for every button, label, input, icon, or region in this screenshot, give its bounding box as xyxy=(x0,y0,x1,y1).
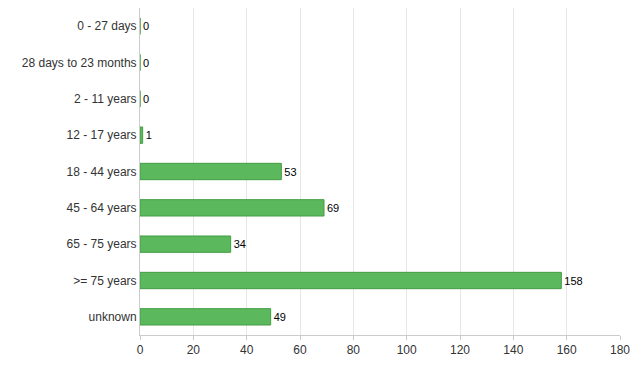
svg-text:0: 0 xyxy=(143,20,149,32)
svg-text:0: 0 xyxy=(143,57,149,69)
svg-text:180: 180 xyxy=(610,343,630,357)
svg-text:40: 40 xyxy=(240,343,254,357)
svg-text:2 - 11 years: 2 - 11 years xyxy=(74,92,136,106)
svg-text:28 days to 23 months: 28 days to 23 months xyxy=(22,56,137,70)
svg-text:unknown: unknown xyxy=(89,310,137,324)
svg-text:34: 34 xyxy=(234,238,246,250)
svg-text:120: 120 xyxy=(450,343,470,357)
svg-text:69: 69 xyxy=(327,202,339,214)
svg-text:12 - 17 years: 12 - 17 years xyxy=(67,128,137,142)
svg-text:18 - 44 years: 18 - 44 years xyxy=(67,165,137,179)
svg-text:0 - 27 days: 0 - 27 days xyxy=(77,19,136,33)
svg-text:>= 75 years: >= 75 years xyxy=(73,274,136,288)
svg-text:0: 0 xyxy=(143,93,149,105)
svg-text:160: 160 xyxy=(557,343,577,357)
svg-text:80: 80 xyxy=(347,343,361,357)
svg-text:65 - 75 years: 65 - 75 years xyxy=(67,237,137,251)
svg-text:1: 1 xyxy=(146,129,152,141)
svg-text:158: 158 xyxy=(564,275,582,287)
svg-text:53: 53 xyxy=(284,166,296,178)
svg-text:140: 140 xyxy=(503,343,523,357)
svg-text:20: 20 xyxy=(187,343,201,357)
svg-text:45 - 64 years: 45 - 64 years xyxy=(67,201,137,215)
svg-text:60: 60 xyxy=(293,343,307,357)
svg-text:0: 0 xyxy=(137,343,144,357)
svg-text:49: 49 xyxy=(274,311,286,323)
svg-text:100: 100 xyxy=(397,343,417,357)
